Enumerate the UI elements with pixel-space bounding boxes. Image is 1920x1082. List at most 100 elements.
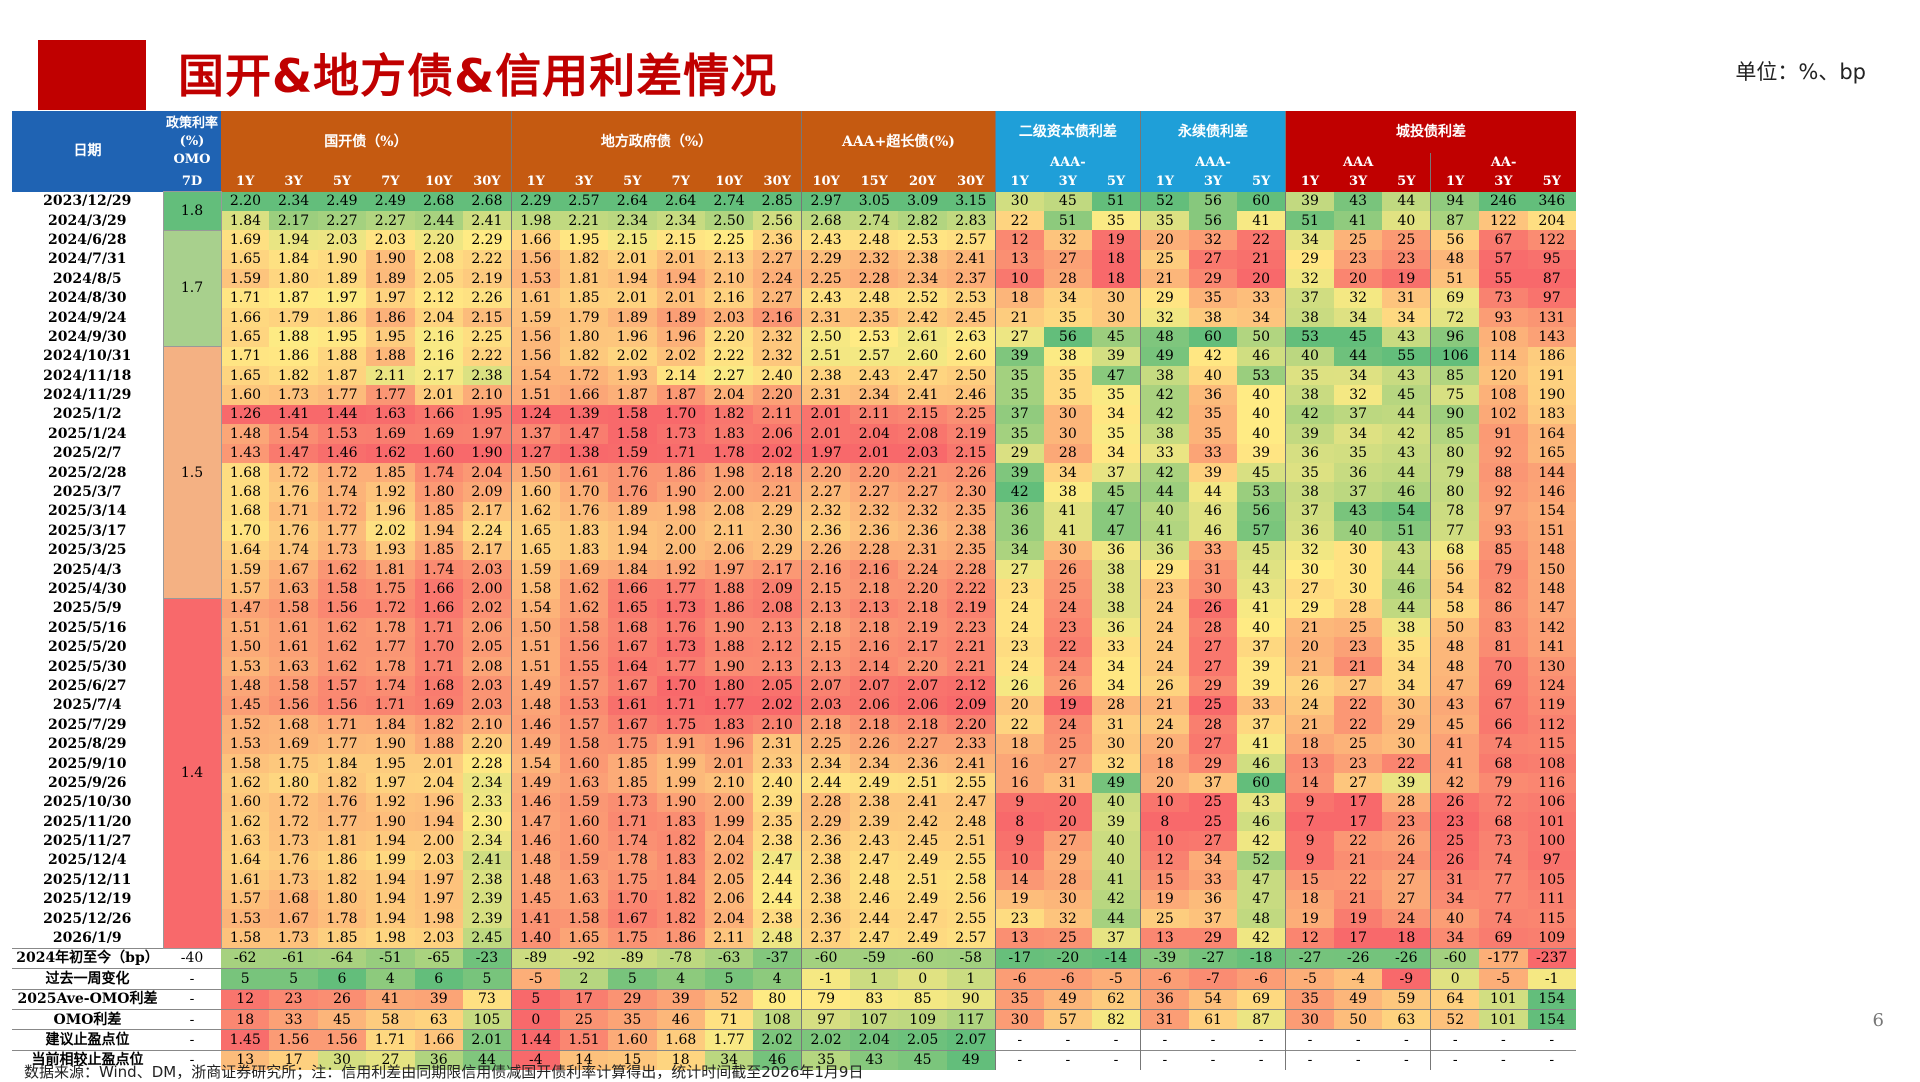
value-cell: 115 [1527,908,1576,929]
summary-cell: 15 [608,1049,657,1071]
value-cell: 18 [1092,249,1141,270]
value-cell: 34 [1092,676,1141,696]
summary-cell: -60 [1430,947,1480,969]
value-cell: 77 [1479,889,1528,909]
value-cell: 165 [1527,443,1576,463]
value-cell: 2.22 [462,249,512,270]
summary-cell: 30 [994,1008,1044,1030]
value-cell: 1.61 [608,695,657,716]
value-cell: 23 [1382,812,1431,832]
value-cell: 20 [1043,792,1093,812]
value-cell: 1.68 [269,715,318,735]
value-cell: 40 [1382,210,1431,231]
value-cell: 27 [1285,579,1334,599]
row-date: 2025/9/26 [48,774,127,791]
value-cell: 2.42 [898,812,947,832]
value-cell: 39 [1237,443,1286,463]
value-cell: 1.39 [559,404,609,425]
value-cell: 3.15 [946,191,996,211]
value-cell: 112 [1527,715,1576,735]
value-cell: 38 [1043,482,1093,502]
summary-cell: -92 [559,947,609,969]
value-cell: 21 [1333,850,1383,871]
tenor-header: 5Y [1382,172,1431,192]
value-cell: 13 [1139,928,1189,949]
value-cell: 77 [1479,870,1528,890]
value-cell: 25 [1043,734,1093,754]
value-cell: 95 [1527,249,1576,270]
value-cell: 2.34 [462,831,512,851]
value-cell: 1.76 [608,482,657,502]
value-cell: 35 [1139,210,1189,231]
value-cell: 1.97 [366,288,415,308]
row-date: 2025/11/27 [43,833,132,850]
value-cell: 2.55 [946,850,996,871]
value-cell: 1.67 [269,559,318,580]
value-cell: 2.29 [462,230,512,250]
value-cell: 2.41 [462,850,512,871]
value-cell: 42 [1188,346,1238,367]
value-cell: 30 [1092,734,1141,754]
value-cell: 2.20 [221,191,270,211]
row-date: 2025/2/7 [52,445,122,462]
value-cell: 2.00 [656,540,705,560]
summary-cell: - [1430,1029,1480,1051]
value-cell: 42 [1382,424,1431,444]
value-cell: 144 [1527,462,1576,483]
value-cell: 2.15 [801,579,851,599]
value-cell: 1.68 [221,462,270,483]
value-cell: 164 [1527,424,1576,444]
tenor-header: 3Y [559,172,609,192]
value-cell: 35 [1043,307,1093,328]
value-cell: 2.18 [850,579,899,599]
value-cell: 2.16 [801,559,851,580]
value-cell: 73 [1479,288,1528,308]
value-cell: 33 [1139,443,1189,463]
value-cell: 33 [1237,288,1286,308]
value-cell: 24 [994,618,1044,638]
value-cell: 1.51 [510,385,560,405]
value-cell: 111 [1527,889,1576,909]
row-date: 2024/3/29 [48,212,127,229]
value-cell: 1.75 [269,753,318,774]
tenor-header: 1Y [510,172,560,192]
summary-cell: 45 [317,1008,367,1030]
summary-cell: 45 [898,1049,947,1071]
value-cell: 2.20 [898,579,947,599]
value-cell: 2.26 [946,462,996,483]
value-cell: 35 [1382,637,1431,657]
value-cell: 2.47 [898,908,947,929]
value-cell: 53 [1237,482,1286,502]
value-cell: 36 [994,521,1044,541]
value-cell: 1.67 [608,908,657,929]
value-cell: 141 [1527,637,1576,657]
table-row: 2025/7/4 1.45 1.56 1.56 1.71 1.69 2.03 1.48 1.53… [12,695,1576,716]
value-cell: 18 [994,734,1044,754]
summary-cell: 36 [414,1049,463,1071]
value-cell: 1.89 [656,307,705,328]
table-row: 2025/3/17 1.70 1.76 1.77 2.02 1.94 2.24 1.65 1.8… [12,521,1576,541]
value-cell: 186 [1527,346,1576,367]
value-cell: 2.00 [704,482,754,502]
value-cell: 2.24 [462,521,512,541]
value-cell: 1.52 [221,715,270,735]
value-cell: 2.44 [414,210,463,231]
value-cell: 37 [1333,482,1383,502]
value-cell: 1.66 [221,307,270,328]
table-row: 2024/10/31 1.5 1.71 1.86 1.88 1.88 2.16 2.22 1.5… [12,346,1576,600]
value-cell: 27 [994,559,1044,580]
value-cell: 1.62 [366,443,415,463]
value-cell: 24 [994,656,1044,677]
value-cell: 46 [1237,753,1286,774]
value-cell: 1.93 [608,366,657,386]
value-cell: 1.65 [221,366,270,386]
value-cell: 1.69 [221,230,270,250]
value-cell: 41 [1430,734,1480,754]
value-cell: 1.76 [608,462,657,483]
table-row: 2024/9/30 1.65 1.88 1.95 1.95 2.16 2.25 1.56 1.8… [12,327,1576,347]
summary-cell: 6 [414,968,463,990]
value-cell: 142 [1527,618,1576,638]
value-cell: 2.01 [801,424,851,444]
value-cell: 1.51 [510,637,560,657]
value-cell: 40 [1092,792,1141,812]
